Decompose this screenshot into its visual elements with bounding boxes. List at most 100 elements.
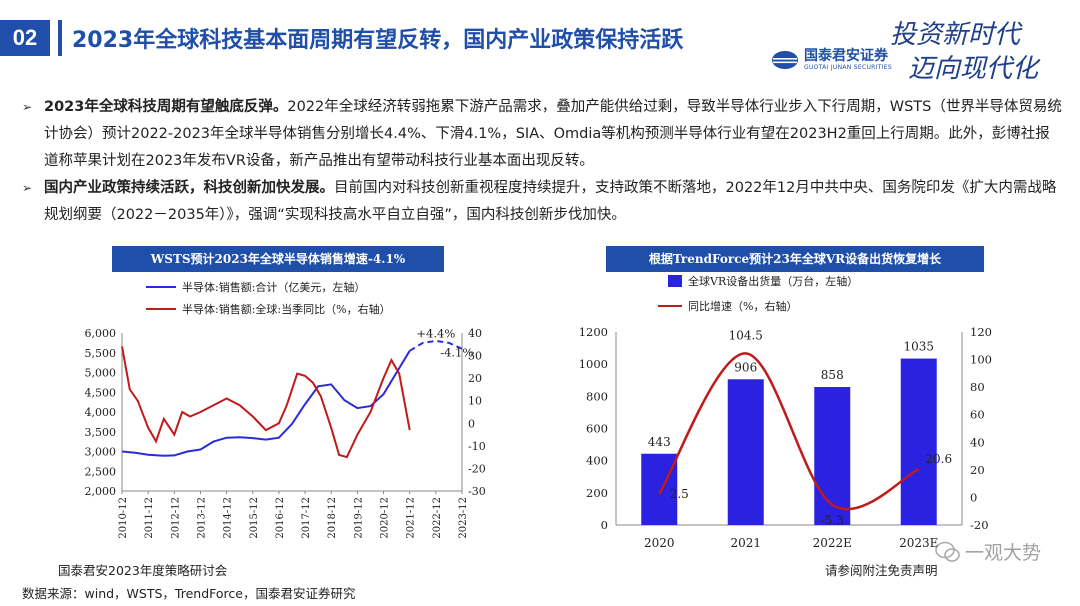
left-tick-label: 0 [601,518,608,532]
right-tick-label: -20 [970,518,989,532]
left-tick-label: 5,500 [85,347,117,360]
sales-total-line [121,350,411,457]
left-tick-label: 2,000 [85,485,117,498]
footer-source: 数据来源：wind，WSTS，TrendForce，国泰君安证券研究 [22,586,356,601]
bullet-lead: 国内产业政策持续活跃，科技创新加快发展。 [44,180,334,196]
chart-1-title: WSTS预计2023年全球半导体销售增速-4.1% [112,246,444,272]
projection-annotation: +4.4% [416,327,455,341]
x-tick-label: 2011-12 [144,497,155,539]
x-tick-label: 2020-12 [380,497,391,539]
wechat-icon [935,541,960,562]
left-tick-label: 3,500 [85,426,117,439]
vr-growth-line [658,352,920,511]
x-tick-label: 2021-12 [406,497,417,539]
right-tick-label: 100 [970,353,992,367]
growth-value-label: 20.6 [925,452,952,466]
left-tick-label: 1200 [579,325,608,339]
x-tick-label: 2019-12 [353,497,364,539]
vr-shipment-bar [900,358,937,525]
right-tick-label: 20 [970,463,985,477]
left-tick-label: 400 [586,454,608,468]
growth-value-label: 104.5 [729,328,763,342]
disclaimer-text: 请参阅附注免责声明 [825,563,938,578]
left-tick-label: 6,000 [85,327,117,340]
right-tick-label: 60 [970,408,985,422]
bar-value-label: 858 [821,368,844,382]
company-logo: 国泰君安证券 GUOTAI JUNAN SECURITIES [770,48,892,72]
x-tick-label: 2016-12 [275,497,286,539]
left-tick-label: 1000 [579,357,608,371]
x-category-label: 2021 [730,536,761,550]
summary-bullets: ➢ 2023年全球科技周期有望触底反弹。2022年全球经济转弱拖累下游产品需求，… [22,94,1062,229]
bar-value-label: 1035 [903,340,934,354]
projection-annotation: -4.1% [440,346,473,360]
left-tick-label: 5,000 [85,367,117,380]
vr-shipment-bar [641,453,678,525]
x-category-label: 2022E [813,536,852,550]
left-tick-label: 3,000 [85,446,117,459]
x-category-label: 2023E [899,536,938,550]
watermark-text: 一观大势 [965,542,1042,564]
right-tick-label: 10 [468,395,482,408]
x-tick-label: 2010-12 [118,497,129,539]
right-tick-label: 30 [468,350,482,363]
vr-shipment-bar [814,387,851,525]
footer-event: 国泰君安2023年度策略研讨会 [58,563,228,578]
page-title: 2023年全球科技基本面周期有望反转，国内产业政策保持活跃 [72,28,684,53]
left-tick-label: 4,000 [85,406,117,419]
left-tick-label: 800 [586,389,608,403]
left-tick-label: 200 [586,486,608,500]
vr-shipment-bar [727,379,764,525]
bullet-lead: 2023年全球科技周期有望触底反弹。 [44,99,288,115]
bullet-arrow-icon: ➢ [22,100,33,114]
company-logo-icon [772,51,798,69]
right-tick-label: -30 [468,485,486,498]
left-tick-label: 2,500 [85,465,117,478]
right-tick-label: -20 [468,462,486,475]
x-tick-label: 2012-12 [170,497,181,539]
title-divider [58,20,62,56]
right-tick-label: 0 [970,490,977,504]
logo-en-text: GUOTAI JUNAN SECURITIES [804,64,892,71]
bullet-text: 目前国内对科技创新重视程度持续提升，支持政策不断落地，2022年12月中共中央、… [44,180,1057,223]
right-tick-label: 120 [970,325,992,339]
bullet-global-tech: ➢ 2023年全球科技周期有望触底反弹。2022年全球经济转弱拖累下游产品需求，… [22,94,1062,175]
x-tick-label: 2018-12 [327,497,338,539]
bullet-domestic-policy: ➢ 国内产业政策持续活跃，科技创新加快发展。目前国内对科技创新重视程度持续提升，… [22,175,1062,229]
x-tick-label: 2015-12 [249,497,260,539]
slogan-calligraphy: 投资新时代 迈向现代化 [860,8,1070,86]
x-tick-label: 2022-12 [432,497,443,539]
bullet-text: 2022年全球经济转弱拖累下游产品需求，叠加产能供给过剩，导致半导体行业步入下行… [44,99,1062,169]
right-tick-label: 20 [468,372,482,385]
bar-value-label: 906 [734,360,757,374]
x-tick-label: 2017-12 [301,497,312,539]
right-tick-label: 40 [970,435,985,449]
section-number-badge: 02 [0,20,50,56]
right-tick-label: 80 [970,380,985,394]
legend-label-yoy: 半导体:销售额:全球:当季同比（%，右轴） [182,302,391,316]
slogan-line-1: 投资新时代 [890,20,1021,50]
right-tick-label: 0 [468,417,475,430]
legend-swatch-shipments [668,275,682,287]
x-tick-label: 2013-12 [196,497,207,539]
sales-projection-line [409,339,463,352]
left-tick-label: 4,500 [85,386,117,399]
legend-label-shipments: 全球VR设备出货量（万台，左轴） [688,274,858,288]
growth-value-label: 2.5 [670,487,689,501]
right-tick-label: -10 [468,440,486,453]
x-category-label: 2020 [644,536,675,550]
logo-cn-text: 国泰君安证券 [804,48,888,64]
left-tick-label: 600 [586,422,608,436]
watermark: 一观大势 [935,538,1041,565]
bullet-arrow-icon: ➢ [22,181,33,195]
chart-2-title: 根据TrendForce预计23年全球VR设备出货恢复增长 [606,246,984,272]
growth-value-label: -5.3 [821,514,844,528]
legend-label-sales: 半导体:销售额:合计（亿美元，左轴） [182,280,365,294]
slogan-line-2: 迈向现代化 [908,54,1039,84]
right-tick-label: 40 [468,327,482,340]
sales-yoy-line [121,346,411,459]
bar-value-label: 443 [648,435,671,449]
x-tick-label: 2023-12 [458,497,469,539]
